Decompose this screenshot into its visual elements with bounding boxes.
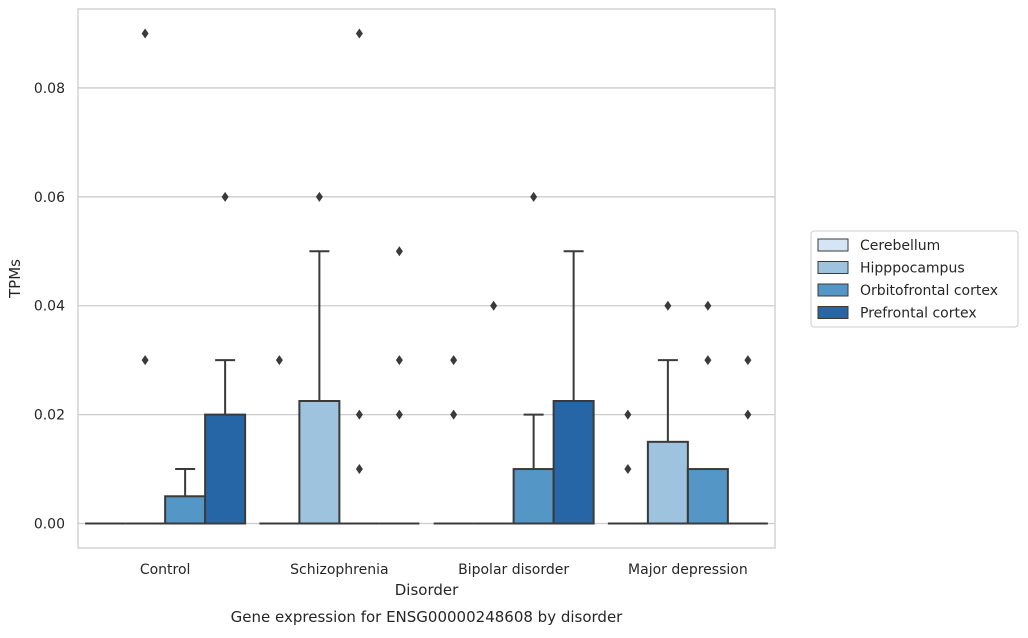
box-orbitofrontal-cortex: [512, 413, 555, 525]
x-tick-label: Control: [140, 562, 191, 578]
box-body: [686, 468, 729, 525]
box-body: [646, 440, 689, 525]
x-tick-label: Major depression: [628, 562, 748, 578]
outlier-point: [704, 355, 712, 366]
box-body: [298, 400, 341, 525]
x-tick-label: Schizophrenia: [290, 562, 388, 578]
legend-label: Hipppocampus: [860, 261, 965, 277]
outlier-point: [355, 28, 363, 39]
outlier-point: [744, 355, 752, 366]
plot-frame: [77, 8, 776, 549]
box-hipppocampus: [298, 250, 341, 525]
outlier-point: [704, 300, 712, 311]
chart-caption: Gene expression for ENSG00000248608 by d…: [231, 608, 624, 626]
legend-swatch: [817, 238, 849, 252]
outlier-point: [141, 355, 149, 366]
outlier-point: [395, 409, 403, 420]
outlier-point: [315, 191, 323, 202]
outlier-point: [490, 300, 498, 311]
box-prefrontal-cortex: [204, 359, 247, 525]
outlier-point: [275, 355, 283, 366]
legend-label: Orbitofrontal cortex: [860, 283, 998, 299]
box-orbitofrontal-cortex: [164, 468, 207, 525]
boxes: [85, 250, 768, 525]
x-tick-label: Bipolar disorder: [458, 562, 569, 578]
legend-swatch: [817, 306, 849, 319]
outlier-point: [624, 409, 632, 420]
legend-label: Cerebellum: [860, 238, 940, 254]
y-tick-label: 0.02: [34, 408, 65, 424]
x-tick-labels: Control Schizophrenia Bipolar disorder Majo…: [140, 562, 748, 578]
legend-frame: [810, 230, 1019, 328]
box-body: [552, 400, 595, 525]
y-tick-labels: 0.00 0.02 0.04 0.06 0.08: [34, 81, 65, 533]
outlier-point: [221, 191, 229, 202]
outlier-point: [450, 409, 458, 420]
box-body: [164, 495, 207, 525]
box-body: [204, 413, 247, 525]
legend-label: Prefrontal cortex: [860, 306, 977, 322]
box-prefrontal-cortex: [552, 250, 595, 525]
legend-swatch: [817, 283, 849, 297]
box-body: [512, 468, 555, 525]
outlier-point: [355, 409, 363, 420]
outlier-point: [355, 464, 363, 475]
legend-items: Cerebellum Hipppocampus Orbitofrontal cort…: [817, 238, 998, 322]
box-hipppocampus: [646, 359, 689, 525]
outlier-point: [395, 355, 403, 366]
y-tick-label: 0.04: [34, 299, 65, 315]
outlier-point: [624, 464, 632, 475]
outlier-point: [141, 28, 149, 39]
legend: Cerebellum Hipppocampus Orbitofrontal cort…: [810, 230, 1019, 328]
x-axis-label: Disorder: [395, 581, 459, 599]
outlier-point: [395, 246, 403, 257]
outlier-point: [530, 191, 538, 202]
y-tick-label: 0.06: [34, 190, 65, 206]
y-axis-label: TPMs: [6, 259, 24, 299]
y-tick-label: 0.00: [34, 517, 65, 533]
outlier-point: [450, 355, 458, 366]
outlier-point: [664, 300, 672, 311]
outlier-point: [744, 409, 752, 420]
box-orbitofrontal-cortex: [686, 468, 729, 525]
outliers: [141, 28, 752, 475]
y-tick-label: 0.08: [34, 81, 65, 97]
legend-swatch: [817, 261, 849, 274]
